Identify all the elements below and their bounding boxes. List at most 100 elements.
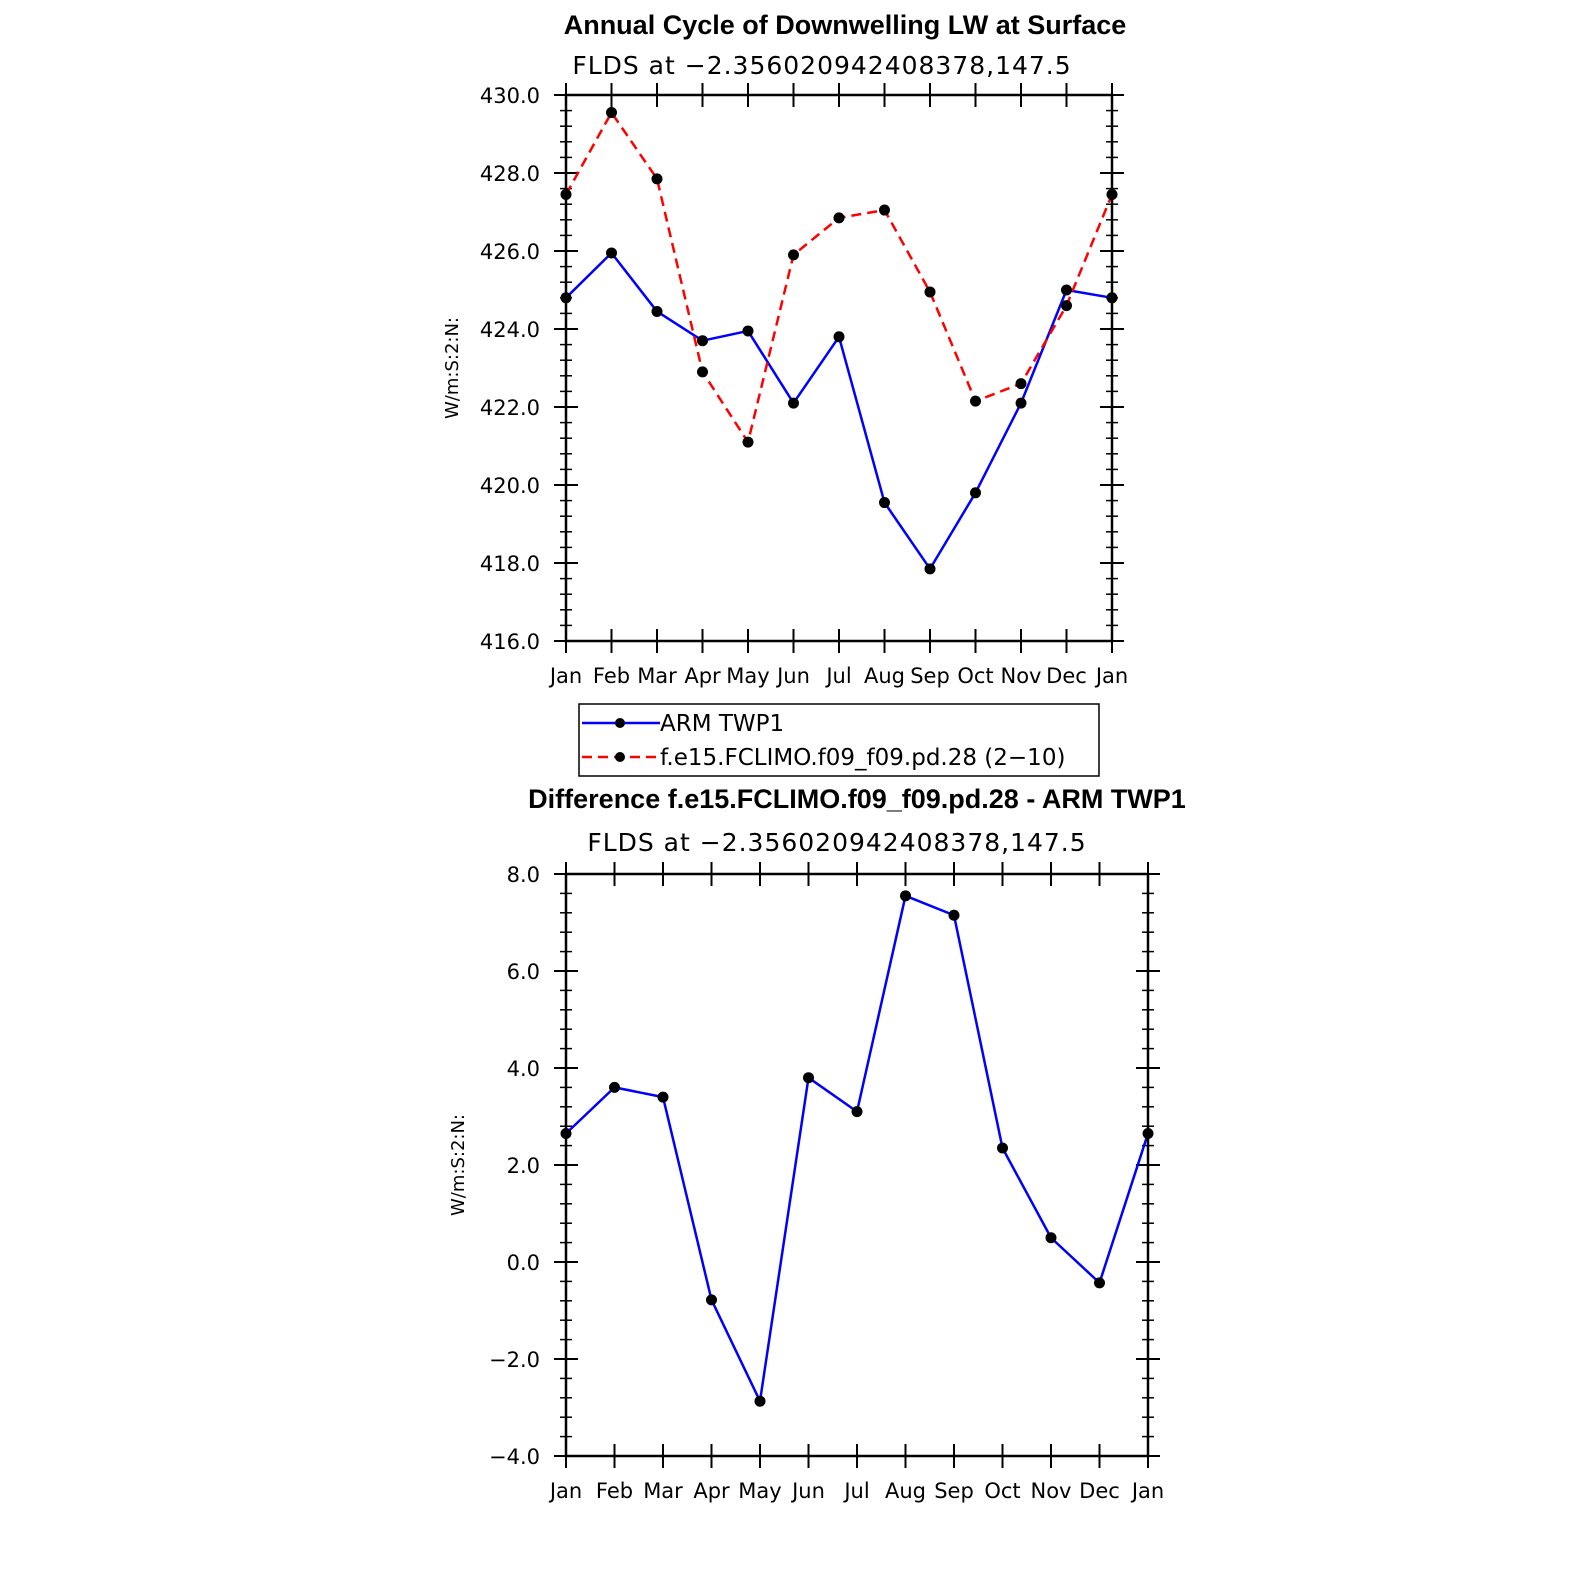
x-tick-labels: Jan Feb Mar Apr May Jun Jul Aug Sep Oct Nov Dec Jan [548, 1479, 1164, 1503]
data-point [742, 325, 754, 337]
data-point [948, 909, 960, 921]
data-point [754, 1395, 766, 1407]
annual-cycle-chart: Annual Cycle of Downwelling LW at Surfac… [442, 10, 1128, 777]
y-tick-labels: 416.0 418.0 420.0 422.0 424.0 426.0 428.0 430.0 [480, 84, 540, 654]
legend: ARM TWP1 f.e15.FCLIMO.f09_f09.pd.28 (2−1… [578, 703, 1100, 777]
y-tick-label: 6.0 [507, 960, 540, 984]
x-tick-label: Jun [775, 664, 810, 688]
x-tick-label: Mar [643, 1479, 683, 1503]
x-tick-label: Dec [1079, 1479, 1120, 1503]
data-point [706, 1294, 717, 1306]
y-axis-label: W/m:S:2:N: [442, 317, 463, 419]
series-line-0 [565, 251, 1113, 571]
data-point [924, 563, 936, 575]
data-point [1045, 1232, 1057, 1244]
chart-subtitle: FLDS at −2.356020942408378,147.5 [572, 51, 1071, 80]
y-tick-label: −2.0 [489, 1348, 540, 1372]
chart-title: Difference f.e15.FCLIMO.f09_f09.pd.28 - … [528, 784, 1186, 814]
y-tick-label: 426.0 [480, 240, 540, 264]
axis-ticks [554, 83, 1124, 653]
x-tick-label: Jan [548, 664, 582, 688]
plot-frame [564, 872, 1150, 1458]
x-tick-label: Mar [637, 664, 677, 688]
x-tick-label: Aug [864, 664, 905, 688]
series-points [560, 890, 1154, 1407]
data-point [803, 1072, 814, 1084]
x-tick-label: Dec [1046, 664, 1087, 688]
data-point [924, 286, 936, 298]
y-tick-label: 430.0 [480, 84, 540, 108]
x-tick-label: Jan [548, 1479, 582, 1503]
data-point [606, 107, 617, 119]
data-point [900, 890, 911, 902]
data-point [697, 366, 708, 378]
x-tick-label: Oct [957, 664, 993, 688]
x-tick-label: Nov [1001, 664, 1042, 688]
legend-marker-arm [615, 718, 625, 728]
data-point [970, 395, 981, 407]
data-point [609, 1081, 620, 1093]
data-point [997, 1142, 1008, 1154]
data-point [1015, 378, 1027, 390]
chart-title: Annual Cycle of Downwelling LW at Surfac… [564, 10, 1127, 40]
x-tick-label: Jul [842, 1479, 869, 1503]
x-tick-label: Jan [1130, 1479, 1164, 1503]
x-tick-label: Apr [693, 1479, 730, 1503]
x-tick-label: Oct [984, 1479, 1020, 1503]
x-tick-label: Jul [824, 664, 851, 688]
data-point [833, 212, 845, 224]
legend-box [578, 703, 1100, 777]
y-tick-label: 8.0 [507, 863, 540, 887]
data-point [1094, 1277, 1105, 1289]
data-point [697, 335, 708, 347]
series-line-1 [564, 111, 1114, 444]
y-tick-label: 424.0 [480, 318, 540, 342]
x-tick-label: Jan [1094, 664, 1128, 688]
y-axis-label: W/m:S:2:N: [448, 1114, 469, 1216]
legend-marker-model [615, 752, 625, 762]
data-point [651, 305, 663, 317]
y-tick-label: 422.0 [480, 396, 540, 420]
data-point [742, 436, 754, 448]
data-point [788, 397, 799, 409]
legend-label-model: f.e15.FCLIMO.f09_f09.pd.28 (2−10) [660, 745, 1065, 771]
series-lines [565, 894, 1150, 1403]
data-point [1015, 397, 1027, 409]
chart-subtitle: FLDS at −2.356020942408378,147.5 [587, 828, 1086, 857]
series-points [560, 107, 1118, 575]
y-tick-label: 4.0 [507, 1057, 540, 1081]
x-tick-label: Sep [910, 664, 950, 688]
x-tick-labels: Jan Feb Mar Apr May Jun Jul Aug Sep Oct Nov Dec Jan [548, 664, 1128, 688]
legend-label-arm: ARM TWP1 [660, 711, 784, 737]
y-tick-label: −4.0 [489, 1445, 540, 1469]
data-point [851, 1106, 863, 1118]
series-line-0 [565, 894, 1150, 1403]
data-point [1061, 284, 1072, 296]
y-tick-labels: −4.0 −2.0 0.0 2.0 4.0 6.0 8.0 [489, 863, 540, 1469]
data-point [788, 249, 799, 261]
x-tick-label: May [738, 1479, 781, 1503]
difference-chart: Difference f.e15.FCLIMO.f09_f09.pd.28 - … [448, 784, 1186, 1503]
axis-ticks [554, 862, 1160, 1468]
y-tick-label: 428.0 [480, 162, 540, 186]
x-tick-label: Nov [1031, 1479, 1072, 1503]
data-point [879, 497, 890, 509]
x-tick-label: Aug [885, 1479, 926, 1503]
data-point [651, 173, 663, 185]
data-point [1061, 300, 1072, 312]
data-point [833, 331, 845, 343]
y-tick-label: 416.0 [480, 630, 540, 654]
x-tick-label: May [726, 664, 769, 688]
x-tick-label: Jun [790, 1479, 825, 1503]
x-tick-label: Sep [934, 1479, 974, 1503]
data-point [970, 487, 981, 499]
data-point [657, 1091, 669, 1103]
x-tick-label: Apr [684, 664, 721, 688]
y-tick-label: 0.0 [507, 1251, 540, 1275]
data-point [606, 247, 617, 259]
data-point [879, 204, 890, 216]
plot-frame [564, 93, 1114, 643]
x-tick-label: Feb [596, 1479, 633, 1503]
y-tick-label: 420.0 [480, 474, 540, 498]
